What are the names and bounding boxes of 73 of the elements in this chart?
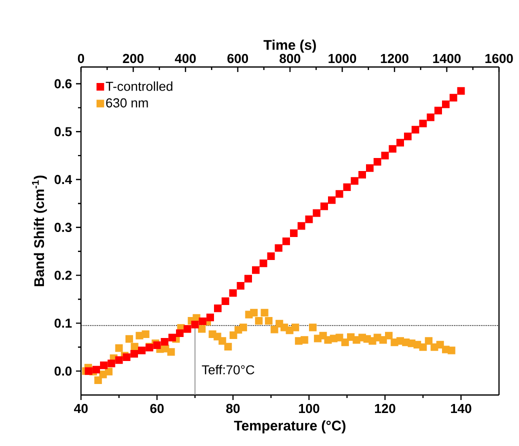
point bbox=[130, 350, 138, 358]
point bbox=[426, 113, 434, 122]
point bbox=[214, 304, 222, 312]
point bbox=[198, 317, 206, 326]
x2-tick-label: 200 bbox=[122, 54, 144, 64]
point bbox=[457, 87, 465, 95]
point bbox=[191, 320, 199, 328]
point bbox=[92, 366, 100, 374]
point bbox=[108, 360, 116, 368]
x2-tick-label: 1400 bbox=[433, 54, 461, 64]
y-axis-title: Band Shift (cm$^{-1}$) bbox=[32, 176, 47, 286]
x-tick-label: 80 bbox=[226, 404, 240, 414]
x2-tick-label: 800 bbox=[280, 54, 300, 64]
point bbox=[312, 209, 320, 217]
y-tick-label: 0.1 bbox=[54, 318, 72, 328]
point bbox=[244, 274, 252, 282]
x2-tick-label: 1200 bbox=[380, 54, 408, 64]
point bbox=[138, 346, 146, 354]
x2-tick-label: 600 bbox=[227, 54, 248, 64]
point bbox=[298, 222, 306, 230]
ref-line-label: Teff:70°C bbox=[202, 364, 254, 374]
point bbox=[115, 356, 123, 364]
y-tick-label: 0.2 bbox=[54, 270, 72, 280]
point bbox=[336, 190, 344, 198]
point bbox=[274, 244, 282, 252]
x-axis-title: Temperature (°C) bbox=[234, 420, 346, 434]
point bbox=[229, 289, 237, 297]
x-tick-label: 60 bbox=[150, 404, 164, 414]
point bbox=[412, 126, 420, 134]
x2-tick-label: 1600 bbox=[485, 54, 513, 64]
point bbox=[282, 237, 290, 246]
legend-label: 630 nm bbox=[106, 98, 148, 108]
point bbox=[388, 145, 396, 153]
y-tick-label: 0.4 bbox=[54, 174, 72, 184]
x-tick-label: 120 bbox=[375, 404, 396, 414]
point bbox=[236, 282, 244, 290]
y-tick-label: 0.0 bbox=[54, 366, 72, 376]
point bbox=[434, 106, 442, 114]
y-tick-label: 0.5 bbox=[54, 127, 72, 136]
point bbox=[168, 334, 176, 342]
point bbox=[442, 100, 450, 108]
point bbox=[328, 196, 336, 204]
x2-tick-label: 0 bbox=[78, 54, 84, 64]
point bbox=[305, 215, 313, 224]
point bbox=[350, 177, 358, 185]
x2-tick-label: 400 bbox=[174, 54, 196, 64]
point bbox=[374, 158, 382, 166]
point bbox=[419, 120, 427, 128]
point bbox=[100, 362, 108, 370]
point bbox=[343, 183, 351, 191]
point bbox=[358, 170, 366, 179]
point bbox=[260, 260, 268, 268]
point bbox=[404, 132, 412, 140]
point bbox=[381, 152, 389, 160]
point bbox=[450, 94, 458, 102]
x-tick-label: 140 bbox=[451, 404, 472, 414]
y-tick-label: 0.3 bbox=[54, 222, 72, 232]
point bbox=[366, 164, 374, 172]
x-tick-label: 40 bbox=[74, 404, 88, 414]
point bbox=[396, 138, 404, 146]
x2-axis-title: Time (s) bbox=[264, 40, 316, 53]
x-tick-label: 100 bbox=[299, 404, 320, 414]
point bbox=[160, 338, 168, 346]
x2-tick-label: 1000 bbox=[328, 54, 356, 64]
point bbox=[84, 367, 92, 375]
y-tick-label: 0.6 bbox=[54, 79, 72, 88]
legend-label: T-controlled bbox=[106, 81, 172, 91]
point bbox=[267, 252, 275, 260]
point bbox=[320, 202, 328, 210]
point bbox=[206, 314, 214, 322]
point bbox=[252, 266, 260, 274]
point bbox=[290, 229, 298, 237]
point bbox=[222, 297, 230, 305]
